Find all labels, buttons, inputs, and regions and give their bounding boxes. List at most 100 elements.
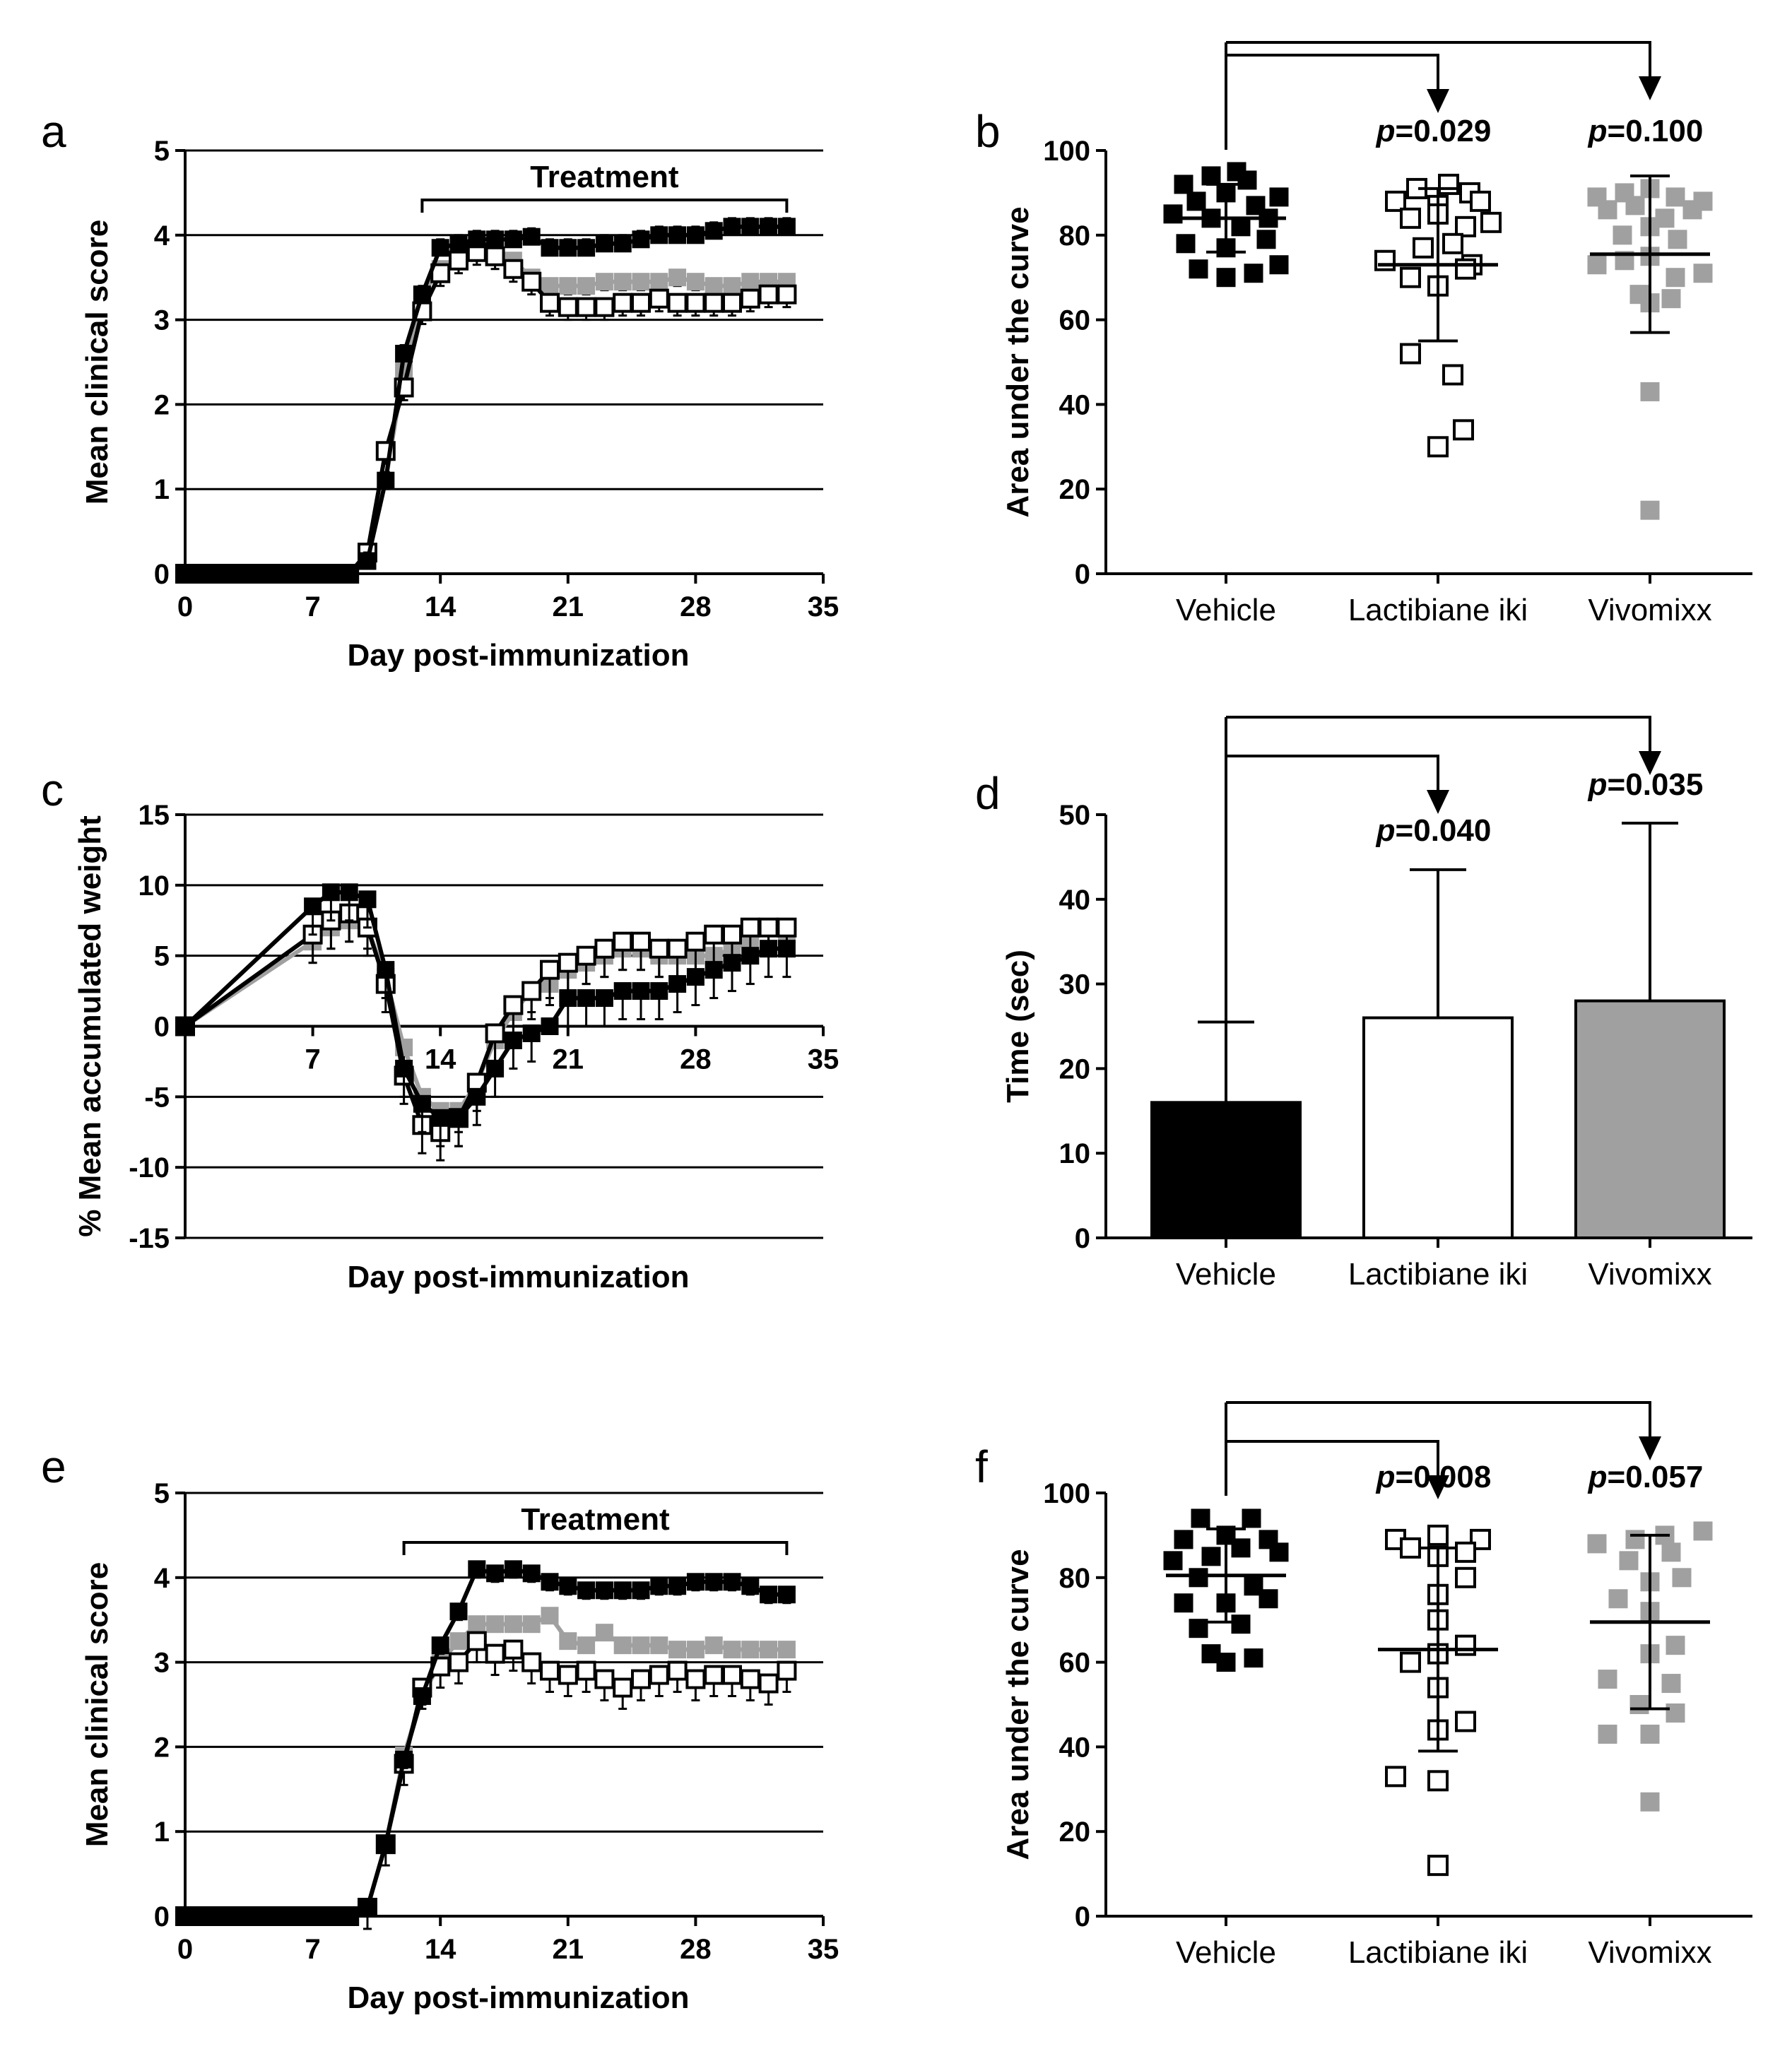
data-point [1201, 166, 1221, 186]
data-point [668, 268, 687, 287]
data-point [1237, 170, 1257, 190]
data-point [304, 897, 322, 916]
data-point [176, 565, 194, 583]
data-point [503, 1639, 524, 1660]
data-point [176, 1017, 194, 1035]
p-value-symbol: p [1588, 767, 1608, 802]
x-axis-title: Day post-immunization [347, 638, 689, 673]
data-point [1640, 382, 1660, 401]
y-tick-label: 4 [154, 1563, 170, 1594]
panel-b-area-under-curve-chart: b 0 20 40 60 80 100 Area under the curve Vehicle… [975, 41, 1752, 627]
group-vivomixx [1587, 1521, 1713, 1812]
y-tick-label: 0 [154, 1901, 170, 1932]
y-tick-label: 0 [154, 559, 170, 590]
series-line [185, 224, 787, 576]
y-axis-title: Area under the curve [1001, 1549, 1035, 1860]
data-point [668, 1641, 687, 1659]
data-point [395, 345, 413, 363]
data-point [667, 293, 688, 313]
data-point [723, 218, 741, 236]
data-point [723, 954, 741, 972]
data-point [521, 1652, 542, 1672]
data-point [705, 961, 723, 979]
data-point [1693, 1521, 1713, 1541]
data-point [1666, 187, 1685, 207]
data-point [486, 230, 505, 249]
x-tick-label: 21 [553, 1044, 584, 1075]
bar-vivomixx [1574, 999, 1726, 1240]
data-point [466, 1631, 487, 1651]
data-point [194, 565, 213, 583]
data-point [777, 218, 796, 236]
p-value-number: =0.035 [1608, 767, 1704, 802]
y-tick-label: 30 [1059, 969, 1091, 1000]
category-label: Lactibiane iki [1348, 1257, 1528, 1292]
y-tick-label: 5 [154, 941, 170, 972]
data-point [595, 989, 613, 1008]
data-point [594, 1669, 615, 1689]
panel-d-time-bar-chart: d 0 10 20 30 40 50 Time (sec) Vehicle Lactibiane … [975, 716, 1752, 1292]
data-point [1400, 1537, 1421, 1559]
data-point [667, 1660, 688, 1681]
data-point [1216, 268, 1236, 288]
p-value-number: =0.029 [1396, 114, 1492, 148]
data-point [685, 293, 706, 313]
y-axis-title: Area under the curve [1001, 206, 1035, 517]
data-point [449, 250, 468, 271]
data-point [632, 1636, 650, 1655]
bar-lactibiane-iki [1362, 1016, 1514, 1240]
data-point [1269, 187, 1289, 207]
data-point [723, 1641, 741, 1659]
data-point [504, 1031, 522, 1049]
data-point [1385, 1766, 1406, 1788]
y-axis-title: Time (sec) [1001, 950, 1035, 1103]
data-point [1480, 211, 1502, 233]
data-point [1442, 232, 1463, 254]
panel-letter: d [975, 768, 1001, 819]
data-point [1598, 1724, 1617, 1744]
data-point [377, 1835, 395, 1853]
data-point [685, 931, 706, 952]
data-point [741, 947, 760, 965]
data-point [650, 226, 668, 244]
data-point [1455, 1566, 1476, 1588]
data-point [431, 1636, 449, 1655]
y-tick-label: 2 [154, 1732, 170, 1763]
data-point [1163, 1551, 1183, 1571]
data-point [613, 1677, 633, 1698]
data-point [1455, 258, 1476, 280]
data-point [595, 273, 613, 291]
panel-letter: c [41, 764, 64, 815]
treatment-bracket [402, 1541, 789, 1555]
data-point [559, 1632, 577, 1651]
y-tick-label: -15 [129, 1223, 170, 1254]
data-point [1455, 1541, 1476, 1563]
data-point [1587, 255, 1607, 275]
group-lactibiane-iki [1374, 173, 1502, 458]
data-point [1174, 1530, 1193, 1549]
y-tick-label: 4 [154, 220, 170, 252]
data-point [395, 1750, 413, 1768]
data-point [285, 565, 304, 583]
data-point [1427, 1524, 1449, 1546]
comparison-bracket [1226, 755, 1439, 791]
data-point [468, 230, 486, 249]
data-point [668, 975, 687, 993]
data-point [558, 1665, 578, 1685]
data-point [322, 565, 340, 583]
data-point [686, 226, 705, 244]
data-point [486, 1564, 505, 1583]
series-lactibiane-iki [175, 242, 797, 584]
data-point [249, 1907, 267, 1925]
data-point [559, 1577, 577, 1595]
data-point [468, 1087, 486, 1106]
data-point [540, 293, 560, 313]
data-point [649, 938, 669, 959]
data-point [559, 277, 577, 295]
y-tick-label: 100 [1043, 136, 1090, 167]
group-lactibiane-iki [1378, 1524, 1498, 1877]
data-point [650, 1577, 668, 1595]
data-point [1174, 175, 1193, 194]
group-vivomixx [1587, 174, 1713, 520]
p-value-label: p=0.008 [1376, 1460, 1492, 1494]
